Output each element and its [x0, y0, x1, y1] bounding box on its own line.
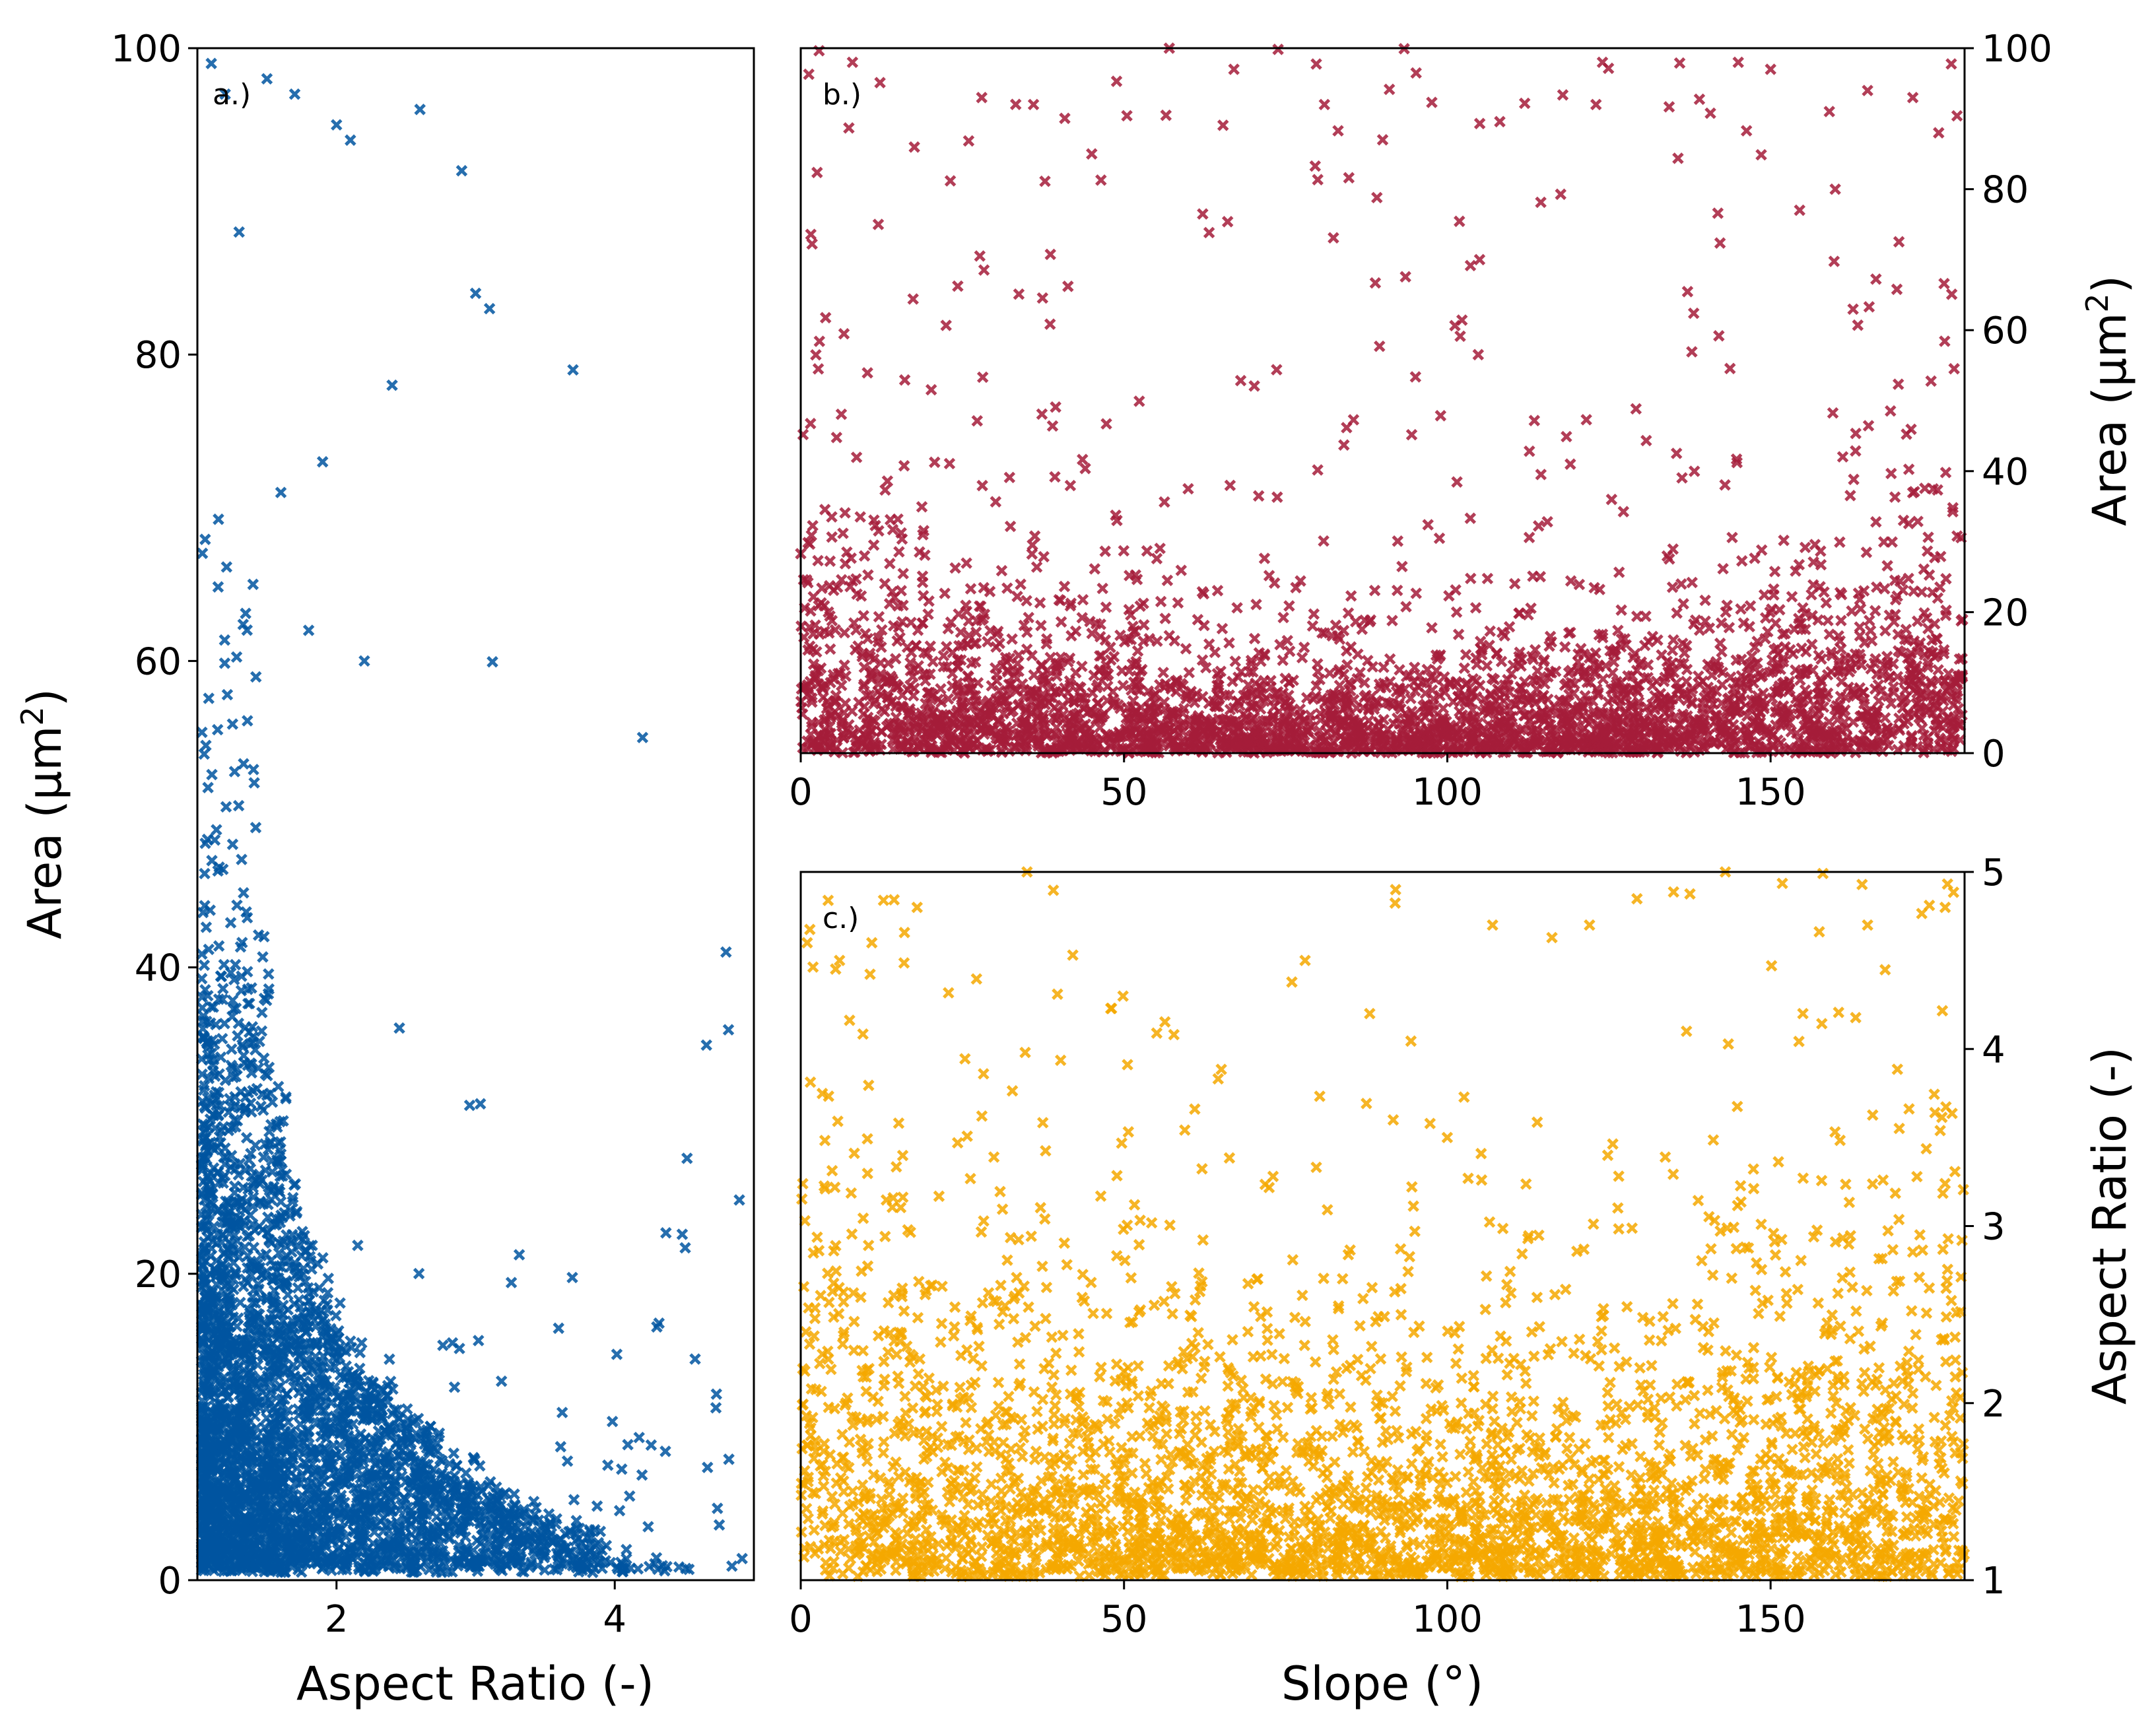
panel-a-data-point — [720, 946, 732, 958]
panel-a-data-point — [302, 624, 315, 636]
panel-a-y-tick-label: 80 — [135, 334, 182, 377]
panel-a-x-tick-label: 2 — [325, 1598, 349, 1641]
panel-a-data-point — [220, 801, 232, 813]
panel-a-data-point — [474, 1098, 487, 1110]
panel-a-points — [195, 57, 748, 1579]
panel-a-data-point — [722, 1024, 735, 1036]
panel-a-y-tick-label: 20 — [135, 1253, 182, 1296]
panel-a: 2 4 0 20 40 60 80 100 a.) Aspect Ratio (-) Are… — [15, 28, 755, 1711]
panel-a-data-point — [566, 1271, 578, 1284]
panel-a-data-point — [358, 655, 370, 667]
panel-a-y-tick-label: 40 — [135, 947, 182, 990]
panel-a-data-point — [205, 57, 217, 69]
panel-a-data-point — [483, 302, 496, 315]
panel-a-data-point — [288, 88, 301, 100]
panel-a-data-point — [567, 364, 579, 376]
panel-a-data-point — [247, 578, 259, 591]
panel-a-data-point — [636, 731, 649, 744]
panel-a-data-point — [733, 1194, 745, 1206]
panel-a-data-point — [220, 561, 233, 573]
panel-a-data-point — [200, 739, 212, 752]
panel-a-data-point — [611, 1348, 623, 1360]
panel-a-data-point — [316, 1404, 328, 1416]
panel-a-data-point — [198, 959, 211, 972]
panel-a-x-axis-label: Aspect Ratio (-) — [296, 1657, 654, 1711]
panel-a-data-point — [255, 1025, 268, 1037]
panel-a-data-point — [221, 688, 234, 701]
panel-a-y-axis-label: Area (μm2) — [15, 688, 72, 939]
panel-a-data-point — [386, 379, 398, 391]
panel-a-label: a.) — [213, 78, 251, 112]
panel-a-data-point — [211, 824, 222, 836]
panel-a-data-point — [200, 921, 213, 933]
panel-a-data-point — [555, 1441, 567, 1453]
panel-a-data-point — [414, 104, 426, 116]
panel-a-y-tick-label: 0 — [158, 1560, 182, 1603]
panel-a-data-point — [219, 88, 231, 100]
panel-a-data-point — [331, 119, 343, 131]
panel-a-y-tick-label: 60 — [135, 640, 182, 683]
panel-a-data-point — [213, 513, 224, 525]
panel-a-data-point — [316, 455, 329, 468]
panel-a-data-point — [594, 1525, 607, 1537]
panel-a-data-point — [261, 73, 273, 85]
panel-a-data-point — [208, 1220, 220, 1232]
panel-a-data-point — [636, 1469, 648, 1481]
panel-a-data-point — [345, 134, 356, 147]
panel-a-data-point — [233, 226, 245, 238]
panel-a-data-point — [275, 486, 287, 498]
panel-a-data-point — [679, 1242, 691, 1254]
panel-a-data-point — [217, 983, 229, 995]
panel-a-data-point — [330, 1310, 342, 1321]
panel-a-data-point — [295, 1566, 308, 1578]
panel-a-data-point — [213, 940, 225, 952]
panel-a-data-point — [469, 287, 482, 300]
panel-a-data-point — [246, 982, 257, 994]
panel-a-x-tick-label: 4 — [603, 1598, 626, 1641]
panel-a-data-point — [242, 715, 253, 727]
panel-a-data-point — [215, 1051, 227, 1063]
panel-a-y-tick-label: 100 — [111, 28, 182, 71]
panel-a-data-point — [455, 164, 468, 177]
